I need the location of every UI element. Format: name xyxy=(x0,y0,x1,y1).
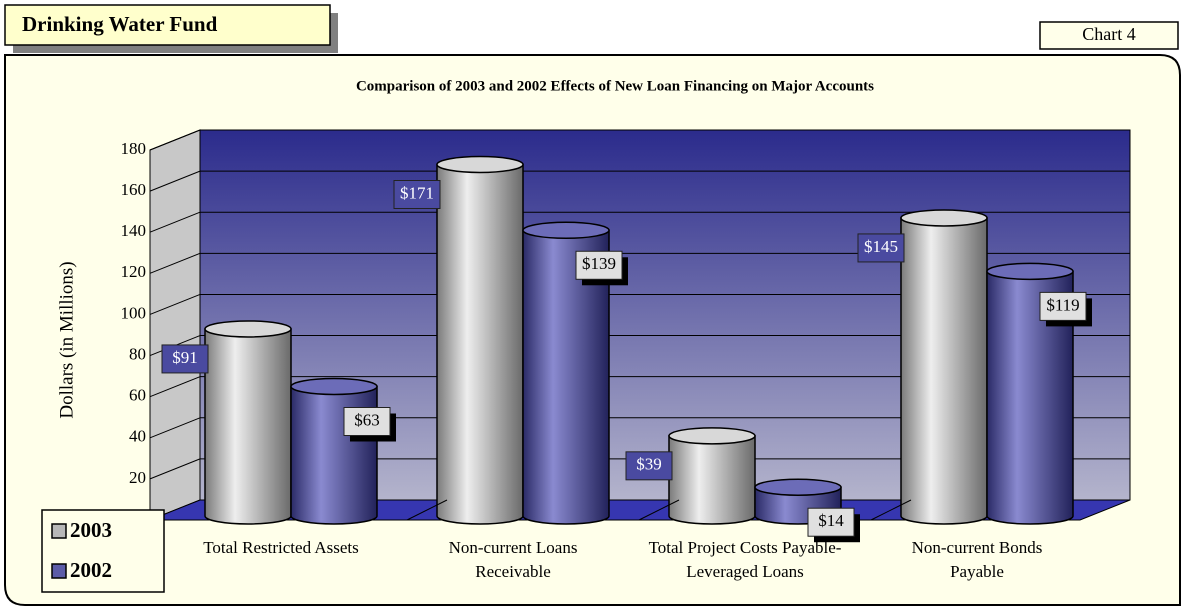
cylinder xyxy=(668,435,756,525)
cylinder-top xyxy=(668,427,756,445)
value-label-box xyxy=(343,407,391,436)
category-divider xyxy=(870,499,912,521)
value-label: $14 xyxy=(818,511,844,530)
y-tick-label: 140 xyxy=(121,221,147,240)
cylinder xyxy=(522,229,610,525)
cylinder-top xyxy=(754,478,842,496)
cylinder-top xyxy=(986,262,1074,281)
y-axis-label: Dollars (in Millions) xyxy=(56,261,77,418)
side-grid-line xyxy=(149,417,201,439)
value-label: $145 xyxy=(864,237,898,256)
y-tick-label: 120 xyxy=(121,262,147,281)
y-tick-label: 20 xyxy=(129,468,146,487)
chart-label: Chart 4 xyxy=(1082,24,1136,44)
value-label: $39 xyxy=(636,455,662,474)
value-label: $63 xyxy=(354,410,380,429)
value-label-box xyxy=(625,451,673,481)
y-tick-label: 40 xyxy=(129,427,146,446)
header-box xyxy=(4,4,331,46)
cylinder-top xyxy=(900,209,988,227)
value-label: $139 xyxy=(582,254,616,273)
value-label: $119 xyxy=(1046,295,1079,314)
y-tick-label: 180 xyxy=(121,139,147,158)
cylinder xyxy=(900,217,988,525)
side-grid-line xyxy=(149,211,201,233)
side-grid-line xyxy=(149,458,201,480)
side-grid-line xyxy=(149,376,201,398)
category-divider xyxy=(638,499,680,521)
value-label-box xyxy=(1039,291,1087,321)
legend-swatch xyxy=(51,563,67,579)
y-tick-label: 80 xyxy=(129,344,146,363)
cylinder xyxy=(436,163,524,525)
x-tick-label: Total Restricted Assets xyxy=(203,538,359,557)
value-label: $171 xyxy=(400,183,434,202)
side-grid-line xyxy=(149,170,201,192)
x-tick-label: Total Project Costs Payable-Leveraged Lo… xyxy=(648,538,842,581)
header-title: Drinking Water Fund xyxy=(22,12,218,36)
x-tick-label: Non-current Loans Receivable xyxy=(448,538,578,581)
legend-label: 2003 xyxy=(70,518,112,542)
legend-swatch xyxy=(51,523,67,539)
cylinder-top xyxy=(290,377,378,396)
x-tick-label: Non-current Bonds Payable xyxy=(911,538,1043,581)
legend-label: 2002 xyxy=(70,558,112,582)
y-tick-label: 160 xyxy=(121,180,147,199)
side-grid-line xyxy=(149,293,201,315)
cylinder xyxy=(204,328,292,525)
value-label-box xyxy=(161,344,209,374)
value-label-box xyxy=(807,507,855,537)
value-label: $91 xyxy=(172,348,198,367)
chart-label-box xyxy=(1039,21,1179,50)
chart-title: Comparison of 2003 and 2002 Effects of N… xyxy=(356,78,874,94)
cylinder-top xyxy=(522,221,610,240)
side-grid-line xyxy=(149,129,201,151)
cylinder-top xyxy=(436,155,524,174)
value-label-box xyxy=(575,250,623,280)
cylinder xyxy=(986,270,1074,525)
y-tick-label: 100 xyxy=(121,303,147,322)
value-label-box xyxy=(857,233,905,263)
cylinder-top xyxy=(204,320,292,338)
category-divider xyxy=(406,499,448,521)
side-grid-line xyxy=(149,252,201,274)
y-tick-label: 60 xyxy=(129,386,146,405)
value-label-box xyxy=(393,180,441,209)
